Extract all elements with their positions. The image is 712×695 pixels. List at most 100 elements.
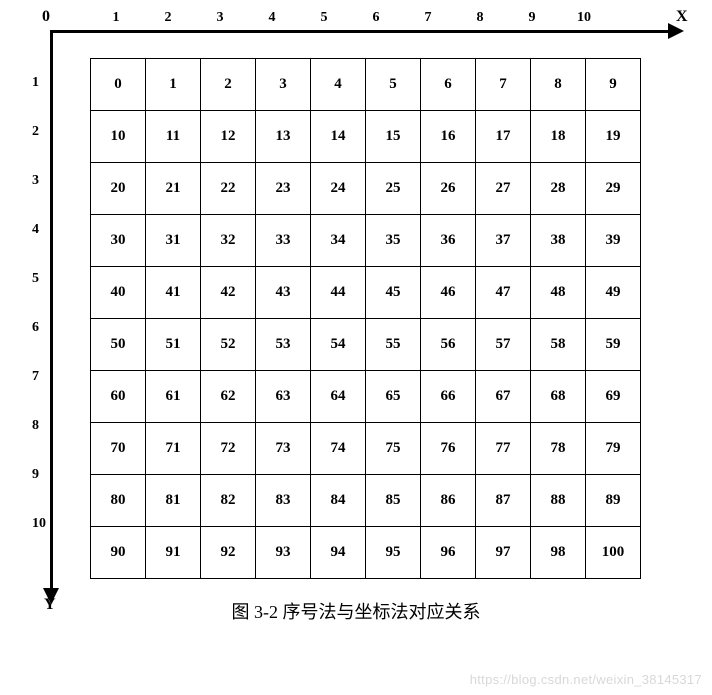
grid-cell: 75 bbox=[366, 423, 421, 475]
grid-cell: 8 bbox=[531, 59, 586, 111]
grid-cell: 4 bbox=[311, 59, 366, 111]
grid-cell: 51 bbox=[146, 319, 201, 371]
grid-cell: 34 bbox=[311, 215, 366, 267]
grid-cell: 28 bbox=[531, 163, 586, 215]
grid-cell: 63 bbox=[256, 371, 311, 423]
grid-cell: 48 bbox=[531, 267, 586, 319]
grid-cell: 93 bbox=[256, 527, 311, 579]
grid-cell: 30 bbox=[91, 215, 146, 267]
y-tick: 8 bbox=[32, 418, 39, 434]
grid-cell: 74 bbox=[311, 423, 366, 475]
grid-cell: 53 bbox=[256, 319, 311, 371]
x-tick: 2 bbox=[165, 10, 172, 26]
grid-cell: 64 bbox=[311, 371, 366, 423]
grid-cell: 71 bbox=[146, 423, 201, 475]
grid-cell: 52 bbox=[201, 319, 256, 371]
grid-cell: 15 bbox=[366, 111, 421, 163]
grid-cell: 3 bbox=[256, 59, 311, 111]
grid-cell: 82 bbox=[201, 475, 256, 527]
grid-cell: 41 bbox=[146, 267, 201, 319]
grid-cell: 56 bbox=[421, 319, 476, 371]
x-tick: 5 bbox=[321, 10, 328, 26]
grid-cell: 84 bbox=[311, 475, 366, 527]
grid-cell: 20 bbox=[91, 163, 146, 215]
x-tick: 4 bbox=[269, 10, 276, 26]
grid-cell: 89 bbox=[586, 475, 641, 527]
grid-cell: 66 bbox=[421, 371, 476, 423]
grid-cell: 16 bbox=[421, 111, 476, 163]
grid-cell: 98 bbox=[531, 527, 586, 579]
grid-cell: 1 bbox=[146, 59, 201, 111]
grid-cell: 94 bbox=[311, 527, 366, 579]
x-axis-label: X bbox=[676, 8, 688, 26]
x-tick: 3 bbox=[217, 10, 224, 26]
y-tick: 7 bbox=[32, 369, 39, 385]
grid-cell: 6 bbox=[421, 59, 476, 111]
y-tick: 5 bbox=[32, 271, 39, 287]
grid-cell: 47 bbox=[476, 267, 531, 319]
grid-cell: 37 bbox=[476, 215, 531, 267]
grid-cell: 0 bbox=[91, 59, 146, 111]
y-tick: 1 bbox=[32, 75, 39, 91]
grid-cell: 90 bbox=[91, 527, 146, 579]
figure-caption: 图 3-2 序号法与坐标法对应关系 bbox=[0, 598, 712, 624]
grid-cell: 77 bbox=[476, 423, 531, 475]
grid-cell: 18 bbox=[531, 111, 586, 163]
grid-cell: 35 bbox=[366, 215, 421, 267]
grid-cell: 29 bbox=[586, 163, 641, 215]
y-tick: 4 bbox=[32, 222, 39, 238]
grid-cell: 31 bbox=[146, 215, 201, 267]
x-tick: 7 bbox=[425, 10, 432, 26]
grid-cell: 45 bbox=[366, 267, 421, 319]
x-tick: 9 bbox=[529, 10, 536, 26]
grid-cell: 33 bbox=[256, 215, 311, 267]
grid-cell: 12 bbox=[201, 111, 256, 163]
y-tick: 9 bbox=[32, 467, 39, 483]
grid-cell: 91 bbox=[146, 527, 201, 579]
x-tick: 10 bbox=[577, 10, 591, 26]
grid-cell: 76 bbox=[421, 423, 476, 475]
x-tick: 8 bbox=[477, 10, 484, 26]
y-tick: 3 bbox=[32, 173, 39, 189]
grid-cell: 32 bbox=[201, 215, 256, 267]
grid-cell: 42 bbox=[201, 267, 256, 319]
grid-cell: 17 bbox=[476, 111, 531, 163]
grid-cell: 67 bbox=[476, 371, 531, 423]
grid-cell: 9 bbox=[586, 59, 641, 111]
y-tick: 2 bbox=[32, 124, 39, 140]
grid-cell: 57 bbox=[476, 319, 531, 371]
x-axis-arrow bbox=[50, 30, 670, 33]
y-tick: 10 bbox=[32, 516, 46, 532]
grid-cell: 40 bbox=[91, 267, 146, 319]
grid-cell: 36 bbox=[421, 215, 476, 267]
grid-cell: 69 bbox=[586, 371, 641, 423]
y-axis-arrow bbox=[50, 30, 53, 590]
grid-cell: 87 bbox=[476, 475, 531, 527]
grid-cell: 13 bbox=[256, 111, 311, 163]
grid-cell: 62 bbox=[201, 371, 256, 423]
grid-cell: 14 bbox=[311, 111, 366, 163]
x-tick: 6 bbox=[373, 10, 380, 26]
grid-cell: 54 bbox=[311, 319, 366, 371]
grid-cell: 43 bbox=[256, 267, 311, 319]
grid-cell: 38 bbox=[531, 215, 586, 267]
grid-cell: 59 bbox=[586, 319, 641, 371]
grid-cell: 73 bbox=[256, 423, 311, 475]
grid-cell: 78 bbox=[531, 423, 586, 475]
grid-cell: 70 bbox=[91, 423, 146, 475]
grid-cell: 72 bbox=[201, 423, 256, 475]
grid-cell: 79 bbox=[586, 423, 641, 475]
grid-cell: 19 bbox=[586, 111, 641, 163]
grid-cell: 61 bbox=[146, 371, 201, 423]
grid-cell: 25 bbox=[366, 163, 421, 215]
grid-cell: 85 bbox=[366, 475, 421, 527]
grid-cell: 58 bbox=[531, 319, 586, 371]
grid-cell: 88 bbox=[531, 475, 586, 527]
grid-cell: 7 bbox=[476, 59, 531, 111]
x-tick: 1 bbox=[113, 10, 120, 26]
grid-cell: 50 bbox=[91, 319, 146, 371]
grid-cell: 97 bbox=[476, 527, 531, 579]
grid-cell: 55 bbox=[366, 319, 421, 371]
grid-cell: 80 bbox=[91, 475, 146, 527]
grid-cell: 39 bbox=[586, 215, 641, 267]
